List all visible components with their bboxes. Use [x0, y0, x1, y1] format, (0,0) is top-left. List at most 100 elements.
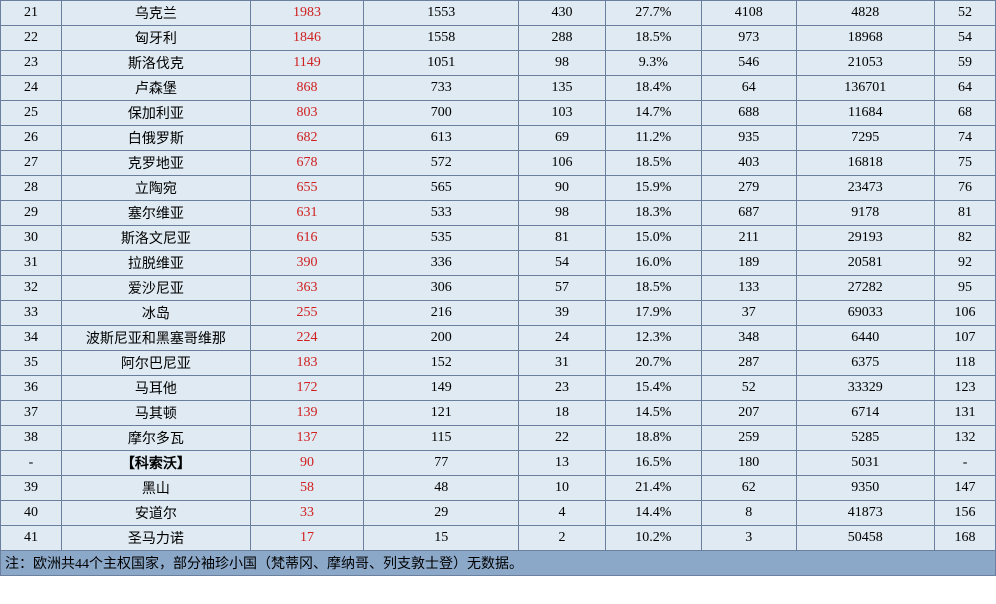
- cell-c5: 18.8%: [605, 426, 702, 451]
- cell-c4: 23: [519, 376, 605, 401]
- cell-rank: 33: [1, 301, 62, 326]
- cell-c3: 152: [364, 351, 519, 376]
- cell-country: 圣马力诺: [61, 526, 250, 551]
- cell-c6: 207: [702, 401, 796, 426]
- cell-c4: 98: [519, 201, 605, 226]
- cell-country: 保加利亚: [61, 101, 250, 126]
- table-row: 31拉脱维亚3903365416.0%1892058192: [1, 251, 996, 276]
- cell-c4: 81: [519, 226, 605, 251]
- cell-c6: 973: [702, 26, 796, 51]
- cell-c2: 363: [250, 276, 363, 301]
- cell-c7: 27282: [796, 276, 935, 301]
- cell-c7: 23473: [796, 176, 935, 201]
- cell-c7: 5285: [796, 426, 935, 451]
- cell-rank: 35: [1, 351, 62, 376]
- cell-c6: 403: [702, 151, 796, 176]
- cell-c8: 75: [935, 151, 996, 176]
- cell-c3: 15: [364, 526, 519, 551]
- cell-c7: 18968: [796, 26, 935, 51]
- footer-row: 注：欧洲共44个主权国家，部分袖珍小国（梵蒂冈、摩纳哥、列支敦士登）无数据。: [1, 551, 996, 576]
- cell-rank: -: [1, 451, 62, 476]
- cell-rank: 21: [1, 1, 62, 26]
- cell-c6: 37: [702, 301, 796, 326]
- cell-c6: 8: [702, 501, 796, 526]
- cell-c2: 224: [250, 326, 363, 351]
- cell-c6: 546: [702, 51, 796, 76]
- cell-c3: 613: [364, 126, 519, 151]
- cell-c5: 21.4%: [605, 476, 702, 501]
- cell-c7: 20581: [796, 251, 935, 276]
- table-row: 30斯洛文尼亚6165358115.0%2112919382: [1, 226, 996, 251]
- cell-c2: 255: [250, 301, 363, 326]
- table-row: 38摩尔多瓦1371152218.8%2595285132: [1, 426, 996, 451]
- cell-c5: 18.5%: [605, 26, 702, 51]
- cell-rank: 26: [1, 126, 62, 151]
- cell-rank: 24: [1, 76, 62, 101]
- cell-country: 马其顿: [61, 401, 250, 426]
- cell-c3: 535: [364, 226, 519, 251]
- cell-rank: 37: [1, 401, 62, 426]
- cell-c2: 58: [250, 476, 363, 501]
- cell-country: 斯洛伐克: [61, 51, 250, 76]
- cell-c8: 54: [935, 26, 996, 51]
- table-row: 25保加利亚80370010314.7%6881168468: [1, 101, 996, 126]
- cell-c8: 52: [935, 1, 996, 26]
- cell-c8: 123: [935, 376, 996, 401]
- cell-country: 爱沙尼亚: [61, 276, 250, 301]
- cell-rank: 31: [1, 251, 62, 276]
- cell-c4: 39: [519, 301, 605, 326]
- cell-c6: 62: [702, 476, 796, 501]
- cell-country: 阿尔巴尼亚: [61, 351, 250, 376]
- cell-c3: 1051: [364, 51, 519, 76]
- cell-c2: 390: [250, 251, 363, 276]
- cell-country: 安道尔: [61, 501, 250, 526]
- cell-c7: 11684: [796, 101, 935, 126]
- cell-rank: 28: [1, 176, 62, 201]
- cell-c2: 1149: [250, 51, 363, 76]
- cell-c5: 14.7%: [605, 101, 702, 126]
- cell-c4: 2: [519, 526, 605, 551]
- cell-rank: 23: [1, 51, 62, 76]
- cell-c8: 92: [935, 251, 996, 276]
- cell-c2: 868: [250, 76, 363, 101]
- cell-c5: 12.3%: [605, 326, 702, 351]
- cell-c2: 1846: [250, 26, 363, 51]
- cell-rank: 41: [1, 526, 62, 551]
- cell-c8: 132: [935, 426, 996, 451]
- cell-c4: 57: [519, 276, 605, 301]
- table-row: 34波斯尼亚和黑塞哥维那2242002412.3%3486440107: [1, 326, 996, 351]
- cell-c5: 17.9%: [605, 301, 702, 326]
- cell-rank: 25: [1, 101, 62, 126]
- cell-c3: 1553: [364, 1, 519, 26]
- cell-c3: 1558: [364, 26, 519, 51]
- cell-c2: 137: [250, 426, 363, 451]
- cell-c8: 64: [935, 76, 996, 101]
- cell-c8: 76: [935, 176, 996, 201]
- data-table: 21乌克兰1983155343027.7%410848285222匈牙利1846…: [0, 0, 996, 576]
- cell-c8: 156: [935, 501, 996, 526]
- cell-c7: 136701: [796, 76, 935, 101]
- cell-c6: 211: [702, 226, 796, 251]
- cell-c7: 21053: [796, 51, 935, 76]
- cell-country: 白俄罗斯: [61, 126, 250, 151]
- cell-c6: 189: [702, 251, 796, 276]
- cell-country: 拉脱维亚: [61, 251, 250, 276]
- cell-c4: 13: [519, 451, 605, 476]
- cell-rank: 34: [1, 326, 62, 351]
- cell-c5: 14.5%: [605, 401, 702, 426]
- cell-c8: 106: [935, 301, 996, 326]
- cell-country: 立陶宛: [61, 176, 250, 201]
- cell-c6: 52: [702, 376, 796, 401]
- cell-c3: 200: [364, 326, 519, 351]
- table-row: 27克罗地亚67857210618.5%4031681875: [1, 151, 996, 176]
- table-row: 39黑山58481021.4%629350147: [1, 476, 996, 501]
- cell-c5: 10.2%: [605, 526, 702, 551]
- cell-c3: 216: [364, 301, 519, 326]
- table-row: -【科索沃】90771316.5%1805031-: [1, 451, 996, 476]
- cell-rank: 22: [1, 26, 62, 51]
- cell-c7: 69033: [796, 301, 935, 326]
- cell-c7: 6714: [796, 401, 935, 426]
- cell-c8: 68: [935, 101, 996, 126]
- cell-c7: 6375: [796, 351, 935, 376]
- table-row: 37马其顿1391211814.5%2076714131: [1, 401, 996, 426]
